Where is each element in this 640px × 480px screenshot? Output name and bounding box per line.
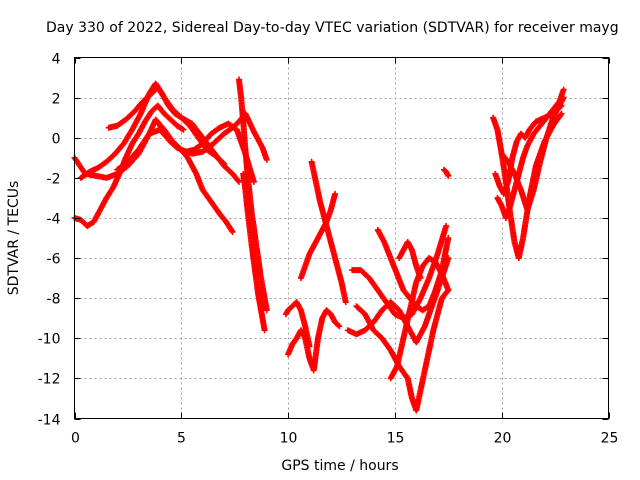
y-tick-label: -2 — [47, 172, 61, 188]
data-point — [263, 156, 270, 163]
x-tick-label: 15 — [387, 431, 405, 447]
y-axis-label: SDTVAR / TECUs — [6, 181, 22, 296]
y-tick-label: -14 — [38, 413, 61, 429]
series-arc-09 — [282, 299, 313, 350]
data-point — [332, 190, 339, 197]
x-tick-label: 10 — [280, 431, 298, 447]
tick-layer — [74, 57, 610, 420]
data-point — [445, 287, 452, 294]
y-tick-label: -8 — [47, 292, 61, 308]
data-point — [443, 222, 450, 229]
y-tick-label: -10 — [38, 332, 61, 348]
y-tick-label: -6 — [47, 252, 61, 268]
grid-layer — [74, 57, 609, 419]
series-arc-06 — [156, 120, 257, 185]
series-arc-05 — [114, 110, 270, 173]
chart-title: Day 330 of 2022, Sidereal Day-to-day VTE… — [46, 20, 619, 36]
x-tick-label: 0 — [71, 431, 80, 447]
y-tick-label: 2 — [52, 92, 61, 108]
series-arc-08 — [240, 170, 268, 334]
data-point — [235, 178, 242, 185]
data-point — [342, 299, 349, 306]
data-point — [235, 177, 242, 184]
x-axis-label: GPS time / hours — [281, 458, 398, 474]
y-tick-label: -12 — [38, 372, 61, 388]
data-point — [261, 327, 268, 334]
series-arc-15 — [353, 287, 452, 414]
series-arc-02 — [71, 102, 187, 229]
y-tick-label: -4 — [47, 212, 61, 228]
x-tick-label: 5 — [177, 431, 186, 447]
series-arc-18 — [396, 239, 424, 282]
x-tick-label: 25 — [601, 431, 619, 447]
y-tick-label: 4 — [52, 52, 61, 68]
data-point — [417, 275, 424, 282]
series-arc-07 — [235, 76, 270, 314]
series-arc-19 — [441, 166, 452, 179]
data-point — [336, 323, 343, 330]
plot-frame — [74, 57, 609, 419]
x-tick-label: 20 — [494, 431, 512, 447]
data-point — [180, 126, 187, 133]
data-point — [250, 178, 257, 185]
data-layer — [71, 76, 567, 414]
data-point — [560, 94, 567, 101]
data-point — [445, 235, 452, 241]
data-point — [263, 307, 270, 314]
label-layer: 0 5 10 15 20 25 -14 -12 -10 -8 -6 -4 -2 0 2 4 — [38, 52, 619, 447]
data-point — [229, 228, 236, 235]
series-arc-12 — [308, 158, 349, 306]
series-arc-23 — [498, 94, 567, 213]
data-point — [445, 172, 452, 179]
series-arc-17 — [387, 255, 452, 382]
data-point — [560, 86, 567, 93]
y-tick-label: 0 — [52, 132, 61, 148]
data-point — [558, 110, 565, 117]
series-arc-10 — [285, 307, 343, 374]
data-point — [335, 322, 342, 329]
